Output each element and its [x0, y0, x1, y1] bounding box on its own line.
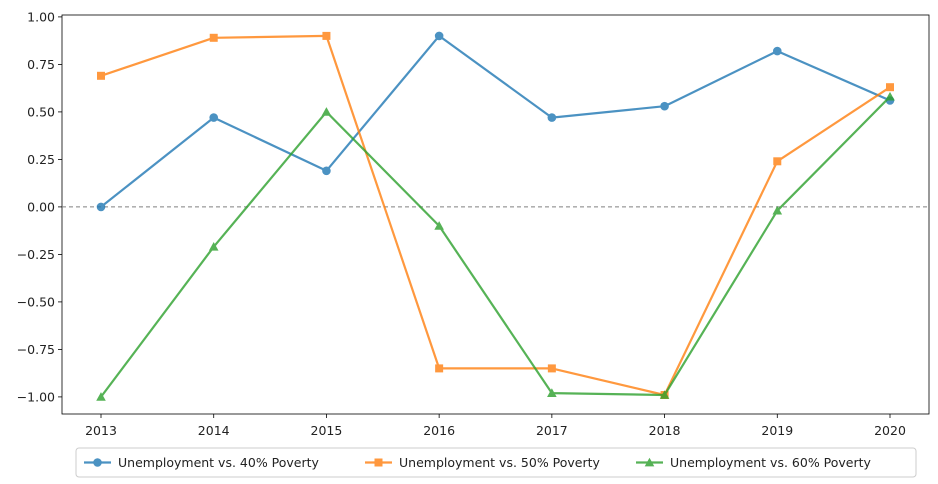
data-point — [208, 242, 219, 251]
y-tick-label: 0.25 — [27, 152, 55, 167]
legend: Unemployment vs. 40% Poverty Unemployment… — [75, 447, 917, 478]
series-layer — [96, 31, 895, 401]
legend-item — [84, 458, 111, 467]
x-tick-label: 2017 — [536, 423, 568, 438]
series-3 — [96, 91, 895, 401]
data-point — [322, 166, 331, 176]
series-line — [100, 34, 891, 397]
y-tick-label: −0.50 — [17, 294, 55, 309]
data-point — [209, 33, 218, 42]
data-point — [772, 46, 782, 56]
y-tick-label: 0.00 — [27, 199, 55, 214]
legend-label: Unemployment vs. 60% Poverty — [670, 455, 872, 470]
data-point — [209, 113, 219, 122]
data-point — [96, 202, 106, 212]
y-axis: 1.00 0.75 0.50 0.25 0.00 −0.25 −0.50 −0.75 −1.00 — [17, 9, 62, 404]
x-tick-label: 2018 — [649, 423, 681, 438]
y-tick-label: 1.00 — [27, 9, 55, 24]
y-tick-label: 0.75 — [27, 57, 55, 72]
legend-marker — [644, 457, 655, 467]
x-tick-label: 2013 — [85, 423, 117, 438]
legend-frame — [75, 447, 917, 478]
legend-label: Unemployment vs. 40% Poverty — [118, 455, 320, 470]
data-point — [321, 107, 332, 116]
data-point — [660, 101, 669, 111]
x-tick-label: 2014 — [198, 423, 230, 438]
y-tick-label: −0.25 — [17, 247, 55, 262]
data-point — [886, 83, 894, 92]
y-tick-label: 0.50 — [27, 104, 55, 119]
data-point — [97, 71, 105, 80]
legend-marker — [374, 458, 383, 467]
data-point — [773, 157, 782, 166]
data-point — [659, 390, 670, 399]
x-axis: 2013 2014 2015 2016 2017 2018 2019 2020 — [85, 414, 906, 438]
legend-label: Unemployment vs. 50% Poverty — [399, 455, 601, 470]
series-line — [100, 34, 891, 208]
data-point — [547, 364, 556, 373]
data-point — [547, 388, 557, 397]
legend-item — [636, 457, 663, 467]
x-tick-label: 2015 — [311, 423, 343, 438]
data-point — [434, 221, 444, 230]
series-line — [100, 95, 891, 398]
legend-marker — [93, 458, 102, 467]
y-tick-label: −1.00 — [17, 389, 55, 404]
data-point — [772, 205, 783, 215]
data-point — [547, 113, 557, 122]
data-point — [96, 392, 106, 401]
x-tick-label: 2020 — [874, 423, 906, 438]
data-point — [322, 31, 331, 40]
plot-area — [61, 14, 930, 415]
x-tick-label: 2016 — [423, 423, 455, 438]
y-tick-label: −0.75 — [17, 342, 55, 357]
data-point — [435, 364, 444, 373]
x-tick-label: 2019 — [761, 423, 793, 438]
data-point — [885, 91, 895, 101]
legend-item — [365, 458, 392, 467]
data-point — [434, 31, 444, 41]
